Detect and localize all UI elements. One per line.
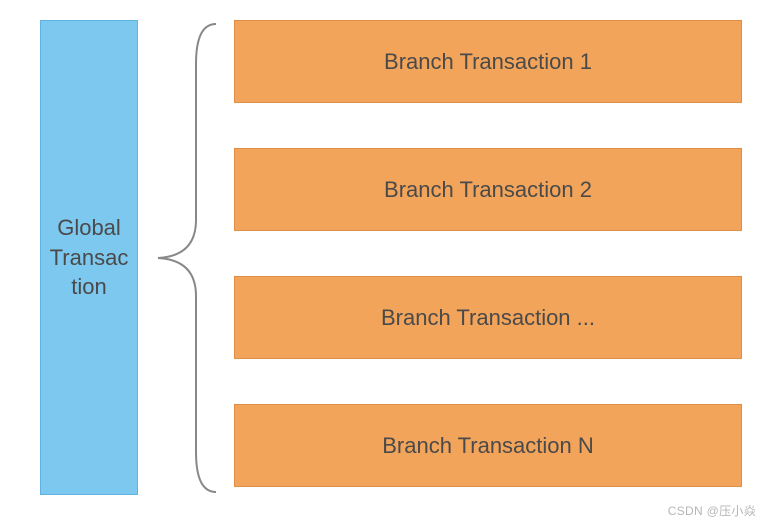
branch-label: Branch Transaction 1 bbox=[384, 49, 592, 75]
watermark-text: CSDN @压小焱 bbox=[668, 502, 756, 519]
diagram-root: Global Transaction Branch Transaction 1 … bbox=[0, 0, 764, 523]
branch-box-1: Branch Transaction 1 bbox=[234, 20, 742, 103]
global-transaction-box: Global Transaction bbox=[40, 20, 138, 495]
branch-box-2: Branch Transaction 2 bbox=[234, 148, 742, 231]
branches-container: Branch Transaction 1 Branch Transaction … bbox=[234, 20, 744, 487]
brace-path bbox=[158, 24, 216, 492]
branch-box-ellipsis: Branch Transaction ... bbox=[234, 276, 742, 359]
curly-brace bbox=[144, 20, 224, 496]
global-transaction-label: Global Transaction bbox=[49, 213, 129, 302]
branch-label: Branch Transaction 2 bbox=[384, 177, 592, 203]
branch-label: Branch Transaction ... bbox=[381, 305, 595, 331]
branch-box-n: Branch Transaction N bbox=[234, 404, 742, 487]
branch-label: Branch Transaction N bbox=[382, 433, 594, 459]
